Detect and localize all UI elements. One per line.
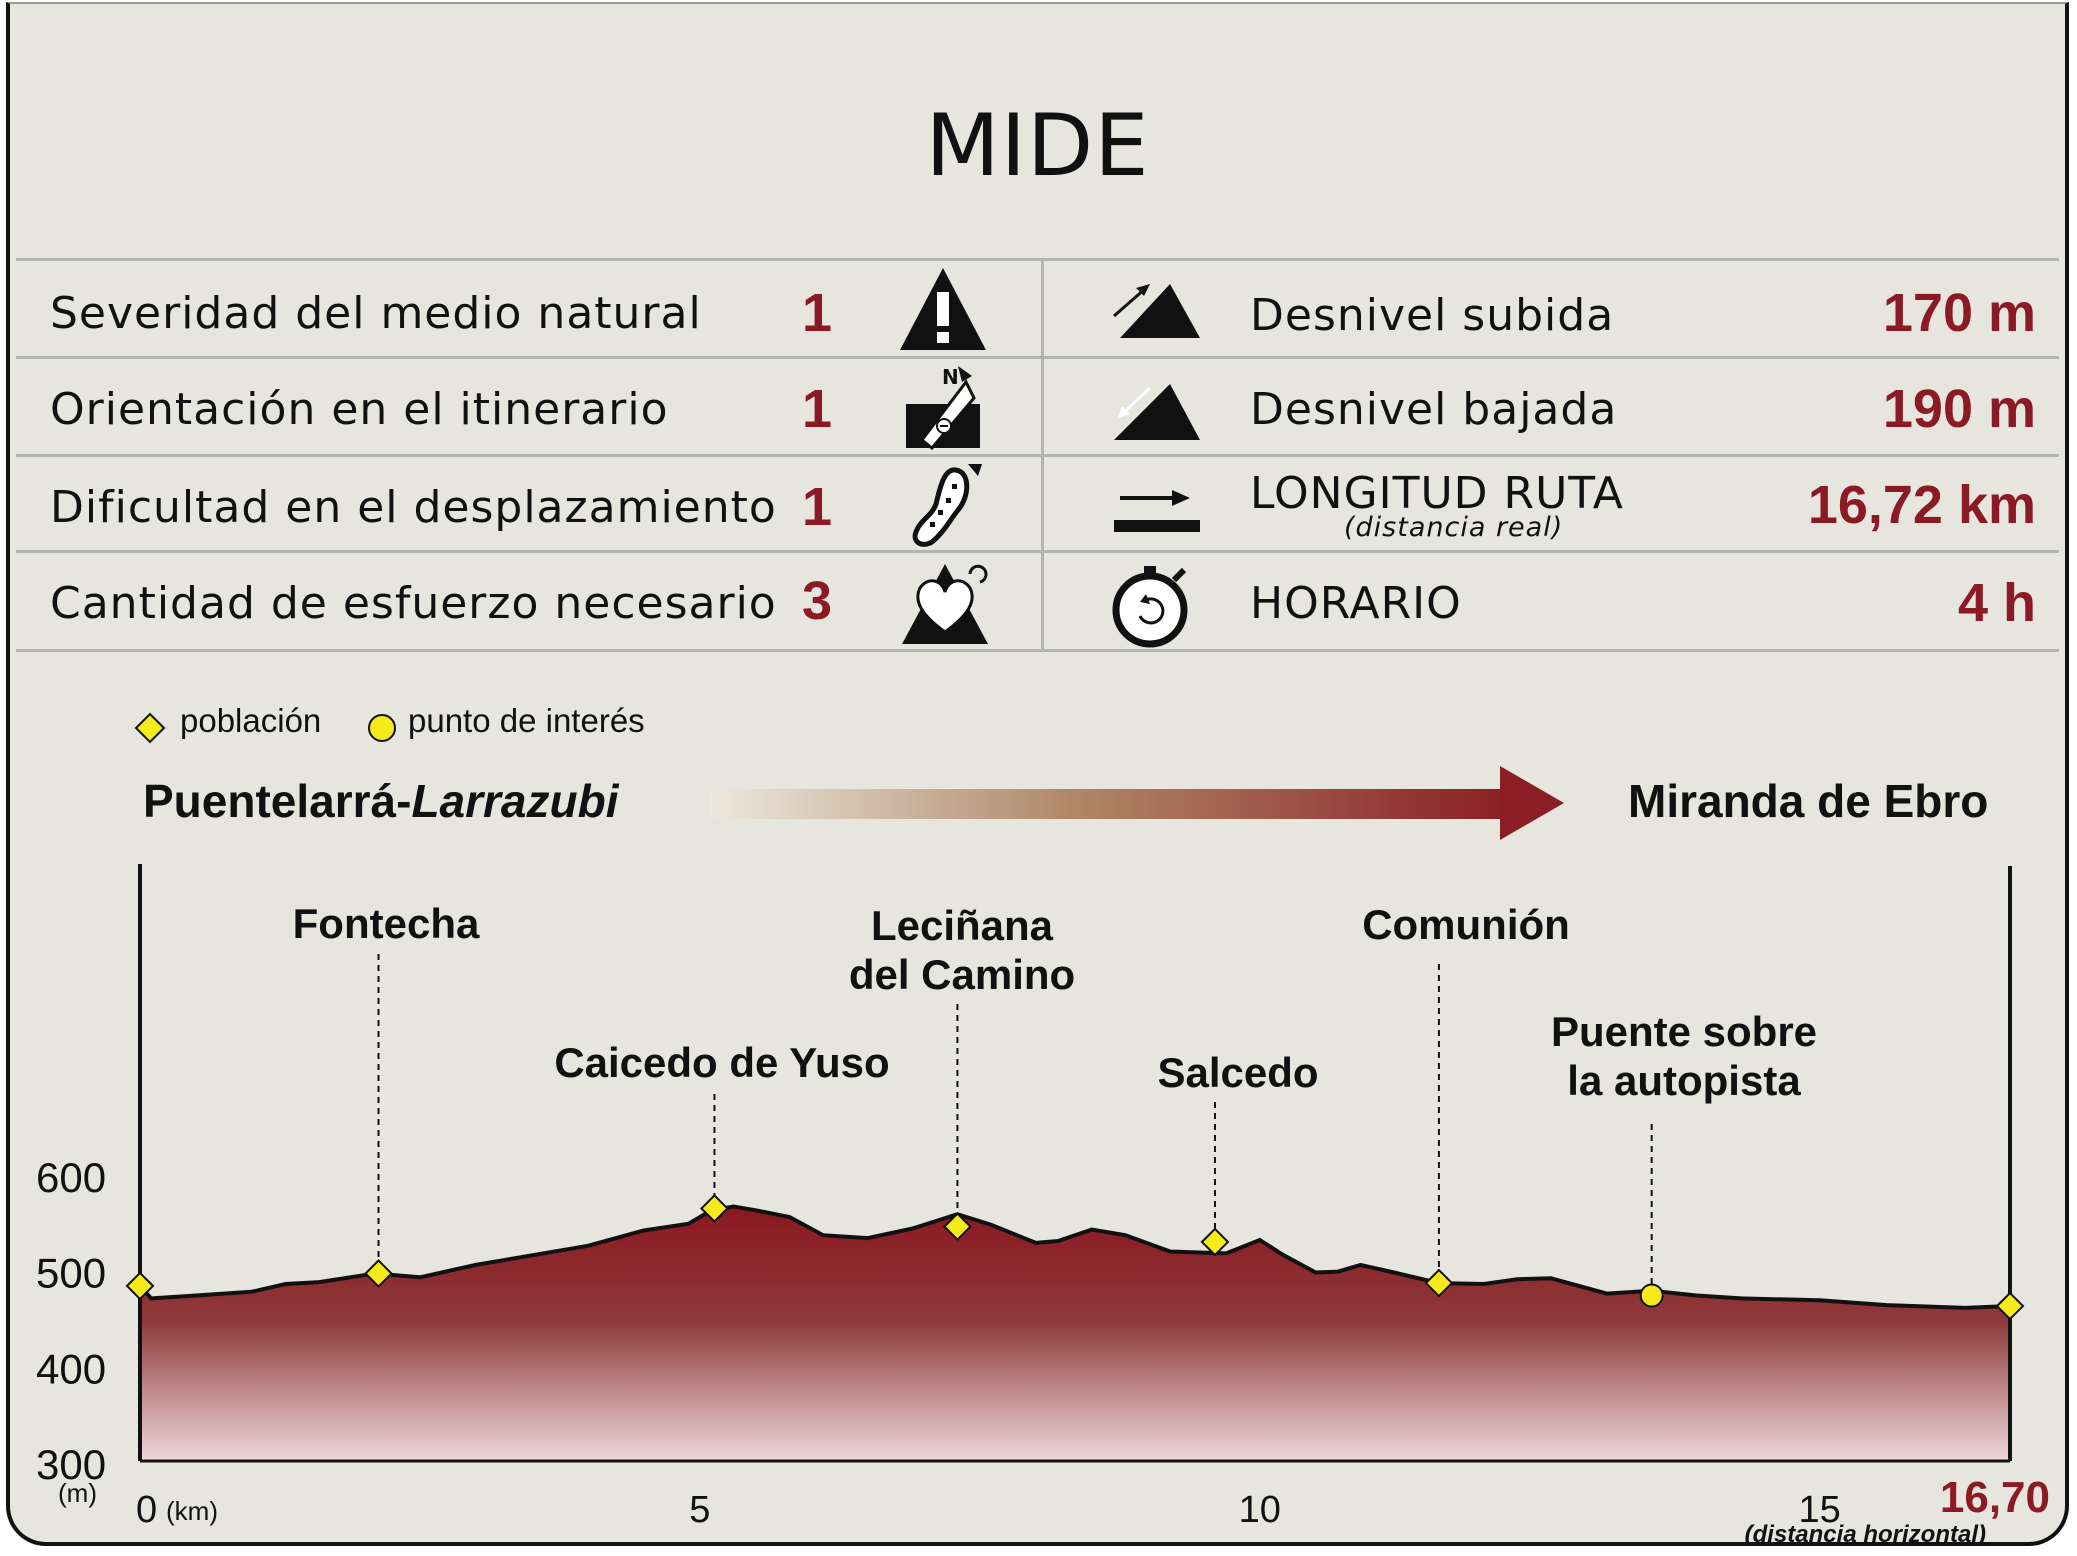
town-marker bbox=[1424, 1268, 1454, 1298]
poi-marker-icon bbox=[368, 714, 396, 742]
route-start-alt-name: Larrazubi bbox=[411, 775, 619, 827]
y-tick-label: 400 bbox=[36, 1345, 106, 1392]
mide-value-difficulty: 1 bbox=[802, 477, 833, 537]
table-divider bbox=[16, 649, 2059, 652]
table-divider bbox=[16, 454, 2059, 457]
mide-label-difficulty: Dificultad en el desplazamiento bbox=[50, 482, 777, 533]
route-start-name: Puentelarrá- bbox=[143, 775, 412, 827]
footprint-icon bbox=[912, 464, 982, 547]
poi-marker bbox=[1639, 1283, 1664, 1308]
x-tick-label: 10 bbox=[1239, 1489, 1281, 1531]
table-divider bbox=[16, 258, 2059, 261]
town-marker bbox=[1995, 1291, 2025, 1321]
table-divider bbox=[16, 356, 2059, 359]
mide-value-orientation: 1 bbox=[802, 379, 833, 439]
y-axis-unit-label: (m) bbox=[58, 1478, 97, 1508]
route-direction-arrow bbox=[710, 789, 1510, 819]
warning-icon bbox=[900, 268, 986, 350]
town-marker-icon bbox=[134, 712, 166, 744]
stat-value-time: 4 h bbox=[1957, 573, 2036, 633]
town-marker bbox=[125, 1271, 155, 1301]
ascent-icon bbox=[1113, 284, 1200, 338]
waypoint-label: del Camino bbox=[849, 951, 1075, 998]
x-axis-unit-label: (km) bbox=[166, 1496, 218, 1526]
legend-poi-label: punto de interés bbox=[408, 702, 645, 739]
mide-value-severity: 1 bbox=[802, 283, 833, 343]
waypoint-label: Fontecha bbox=[293, 900, 480, 947]
stopwatch-icon bbox=[1112, 566, 1188, 648]
x-tick-label: 5 bbox=[689, 1489, 710, 1531]
stat-label-ascent: Desnivel subida bbox=[1250, 290, 1615, 341]
elevation-profile-chart: 300 400 500 600 (m) 0 5 10 15 (km) 16,70(distancia… bbox=[36, 864, 2050, 1546]
waypoint-label: la autopista bbox=[1567, 1057, 1801, 1104]
stat-label-length: LONGITUD RUTA bbox=[1250, 468, 1624, 519]
stat-value-ascent: 170 m bbox=[1882, 283, 2036, 343]
waypoint-label: Puente sobre bbox=[1551, 1008, 1817, 1055]
mide-card: MIDE Severidad del medio natural 1 Orien… bbox=[6, 2, 2069, 1546]
x-tick-label: 0 bbox=[136, 1489, 157, 1531]
waypoint-label: Comunión bbox=[1362, 901, 1570, 948]
stat-value-descent: 190 m bbox=[1882, 379, 2036, 439]
table-divider bbox=[16, 550, 2059, 553]
orientation-icon: N bbox=[906, 365, 980, 450]
mide-label-effort: Cantidad de esfuerzo necesario bbox=[50, 578, 777, 629]
svg-text:N: N bbox=[942, 365, 959, 389]
waypoint-label: Salcedo bbox=[1157, 1049, 1318, 1096]
waypoint-label: Leciñana bbox=[871, 902, 1054, 949]
town-marker bbox=[943, 1212, 972, 1242]
distance-arrow-icon bbox=[1114, 490, 1200, 532]
waypoint-label: Caicedo de Yuso bbox=[554, 1039, 889, 1086]
page-title: MIDE bbox=[925, 96, 1150, 196]
y-tick-label: 500 bbox=[36, 1250, 106, 1297]
x-end-value-label: 16,70 bbox=[1940, 1473, 2050, 1522]
mide-value-effort: 3 bbox=[802, 571, 833, 631]
stat-sublabel-length: (distancia real) bbox=[1344, 512, 1564, 543]
route-end: Miranda de Ebro bbox=[1628, 775, 1989, 827]
town-marker bbox=[364, 1259, 393, 1288]
mide-label-severity: Severidad del medio natural bbox=[50, 288, 702, 339]
town-marker bbox=[1200, 1227, 1230, 1257]
route-start: Puentelarrá-Larrazubi bbox=[143, 774, 618, 828]
town-marker bbox=[700, 1194, 729, 1223]
y-tick-label: 300 bbox=[36, 1441, 106, 1488]
heart-effort-icon bbox=[902, 564, 988, 644]
descent-icon bbox=[1114, 384, 1200, 440]
x-end-note-label: (distancia horizontal) bbox=[1745, 1521, 1986, 1546]
table-column-divider bbox=[1041, 260, 1044, 650]
legend-town-label: población bbox=[180, 702, 322, 739]
elevation-area bbox=[140, 1206, 2010, 1461]
stat-value-length: 16,72 km bbox=[1807, 475, 2036, 535]
stat-label-time: HORARIO bbox=[1250, 578, 1462, 629]
x-tick-label: 15 bbox=[1799, 1489, 1841, 1531]
stat-label-descent: Desnivel bajada bbox=[1250, 384, 1618, 435]
y-tick-label: 600 bbox=[36, 1154, 106, 1201]
mide-label-orientation: Orientación en el itinerario bbox=[50, 384, 669, 435]
elevation-line bbox=[138, 1204, 2011, 1310]
arrow-head-icon bbox=[1500, 766, 1564, 840]
